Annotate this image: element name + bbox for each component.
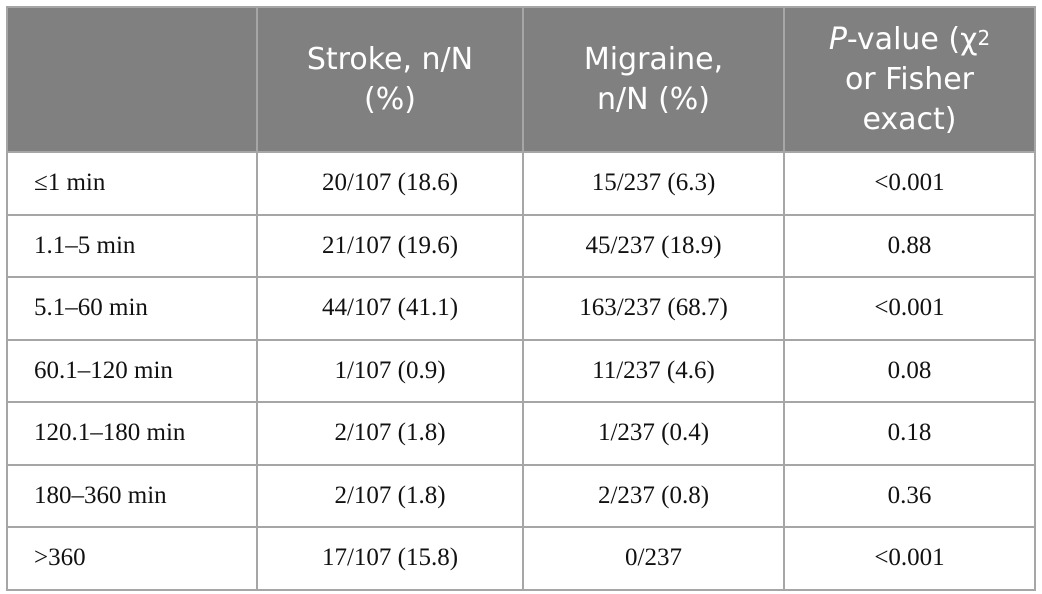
cell: 11/237 (4.6) bbox=[522, 338, 785, 403]
table-row: 180–360 min 2/107 (1.8) 2/237 (0.8) 0.36 bbox=[6, 463, 1036, 528]
row-label: ≤1 min bbox=[6, 151, 258, 216]
cell: 2/107 (1.8) bbox=[256, 463, 524, 528]
header-italic: P bbox=[828, 21, 847, 57]
cell: 45/237 (18.9) bbox=[522, 213, 785, 278]
cell: 2/237 (0.8) bbox=[522, 463, 785, 528]
header-line: P-value (χ2 bbox=[785, 20, 1034, 60]
header-line: (%) bbox=[364, 81, 416, 117]
cell: 163/237 (68.7) bbox=[522, 276, 785, 341]
header-cell: Migraine, n/N (%) bbox=[522, 6, 785, 153]
cell: 1/107 (0.9) bbox=[256, 338, 524, 403]
header-row: Stroke, n/N (%) Migraine, n/N (%) P-value (χ… bbox=[6, 6, 1036, 153]
header-cell: Stroke, n/N (%) bbox=[256, 6, 524, 153]
header-line: or Fisher bbox=[844, 61, 975, 97]
cell: 0.88 bbox=[783, 213, 1036, 278]
header-cell bbox=[6, 6, 258, 153]
table-row: 1.1–5 min 21/107 (19.6) 45/237 (18.9) 0.88 bbox=[6, 213, 1036, 278]
row-label: 60.1–120 min bbox=[6, 338, 258, 403]
data-table: Stroke, n/N (%) Migraine, n/N (%) P-value (χ… bbox=[6, 6, 1036, 591]
cell: 0.36 bbox=[783, 463, 1036, 528]
cell: 0.18 bbox=[783, 401, 1036, 466]
cell: 0/237 bbox=[522, 526, 785, 591]
cell: 20/107 (18.6) bbox=[256, 151, 524, 216]
row-label: 120.1–180 min bbox=[6, 401, 258, 466]
row-label: 5.1–60 min bbox=[6, 276, 258, 341]
table-body: ≤1 min 20/107 (18.6) 15/237 (6.3) <0.001 1.1… bbox=[6, 151, 1036, 591]
table-row: 120.1–180 min 2/107 (1.8) 1/237 (0.4) 0.18 bbox=[6, 401, 1036, 466]
header-line: exact) bbox=[862, 101, 957, 137]
cell: 15/237 (6.3) bbox=[522, 151, 785, 216]
cell: 1/237 (0.4) bbox=[522, 401, 785, 466]
cell: 17/107 (15.8) bbox=[256, 526, 524, 591]
header-cell: P-value (χ2 or Fisher exact) bbox=[783, 6, 1036, 153]
table-row: >360 17/107 (15.8) 0/237 <0.001 bbox=[6, 526, 1036, 591]
cell: 21/107 (19.6) bbox=[256, 213, 524, 278]
cell: <0.001 bbox=[783, 526, 1036, 591]
cell: <0.001 bbox=[783, 276, 1036, 341]
table-row: 5.1–60 min 44/107 (41.1) 163/237 (68.7) <0.… bbox=[6, 276, 1036, 341]
cell: 44/107 (41.1) bbox=[256, 276, 524, 341]
cell: 2/107 (1.8) bbox=[256, 401, 524, 466]
header-text: -value (χ bbox=[846, 21, 978, 57]
header-line: n/N (%) bbox=[596, 81, 710, 117]
row-label: >360 bbox=[6, 526, 258, 591]
table-row: 60.1–120 min 1/107 (0.9) 11/237 (4.6) 0.08 bbox=[6, 338, 1036, 403]
header-line: Migraine, bbox=[583, 41, 724, 77]
cell: <0.001 bbox=[783, 151, 1036, 216]
header-line: Stroke, n/N bbox=[306, 41, 474, 77]
cell: 0.08 bbox=[783, 338, 1036, 403]
row-label: 180–360 min bbox=[6, 463, 258, 528]
table-row: ≤1 min 20/107 (18.6) 15/237 (6.3) <0.001 bbox=[6, 151, 1036, 216]
header-sup: 2 bbox=[977, 25, 991, 50]
row-label: 1.1–5 min bbox=[6, 213, 258, 278]
